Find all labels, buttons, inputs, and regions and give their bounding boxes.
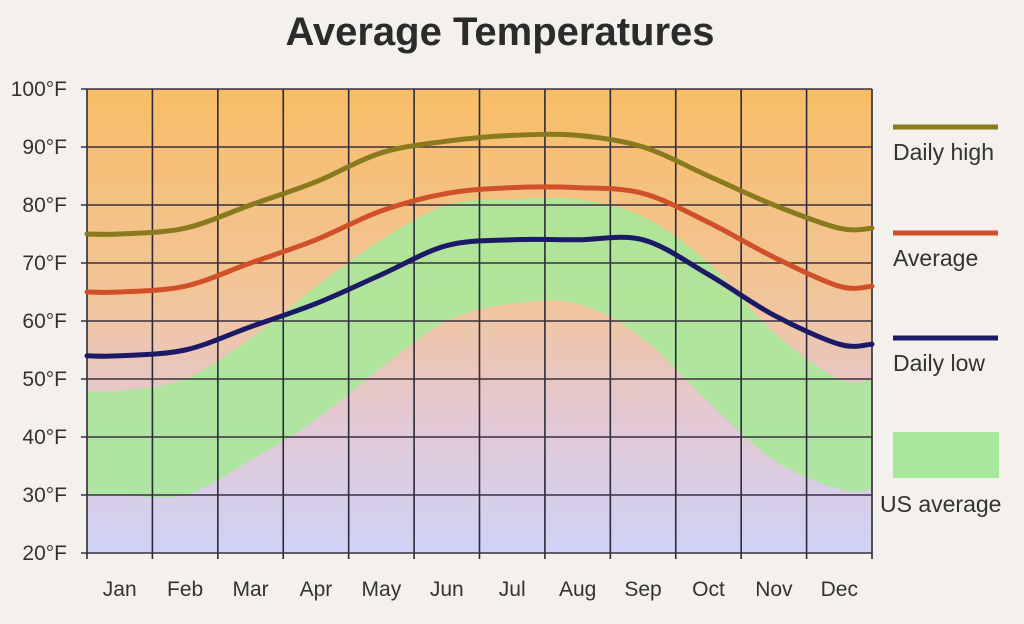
x-tick-label: Aug	[559, 578, 596, 601]
legend-label: Daily low	[893, 350, 985, 376]
x-tick-label: Oct	[692, 578, 725, 601]
x-tick-label: May	[362, 578, 402, 601]
y-tick-label: 80°F	[22, 194, 67, 217]
y-tick-label: 30°F	[22, 484, 67, 507]
x-tick-label: Mar	[232, 578, 268, 601]
x-tick-label: Feb	[167, 578, 203, 601]
x-tick-label: Apr	[300, 578, 333, 601]
y-tick-label: 70°F	[22, 252, 67, 275]
x-tick-label: Jun	[430, 578, 464, 601]
legend-label: Average	[893, 245, 978, 271]
legend-swatch-us-average	[893, 432, 999, 478]
y-tick-label: 40°F	[22, 426, 67, 449]
y-tick-label: 60°F	[22, 310, 67, 333]
y-tick-label: 50°F	[22, 368, 67, 391]
x-tick-label: Jan	[103, 578, 137, 601]
x-tick-label: Dec	[821, 578, 858, 601]
series-line-daily-low	[84, 234, 875, 359]
y-tick-label: 100°F	[11, 78, 67, 101]
x-tick-label: Nov	[755, 578, 793, 601]
series-line-average	[84, 184, 875, 295]
legend-label: Daily high	[893, 139, 994, 165]
x-tick-label: Jul	[499, 578, 526, 601]
y-tick-label: 20°F	[22, 542, 67, 565]
legend-label: US average	[880, 491, 1001, 517]
y-tick-label: 90°F	[22, 136, 67, 159]
chart-title: Average Temperatures	[285, 10, 715, 54]
series-line-daily-high	[84, 131, 875, 237]
x-tick-label: Sep	[624, 578, 661, 601]
